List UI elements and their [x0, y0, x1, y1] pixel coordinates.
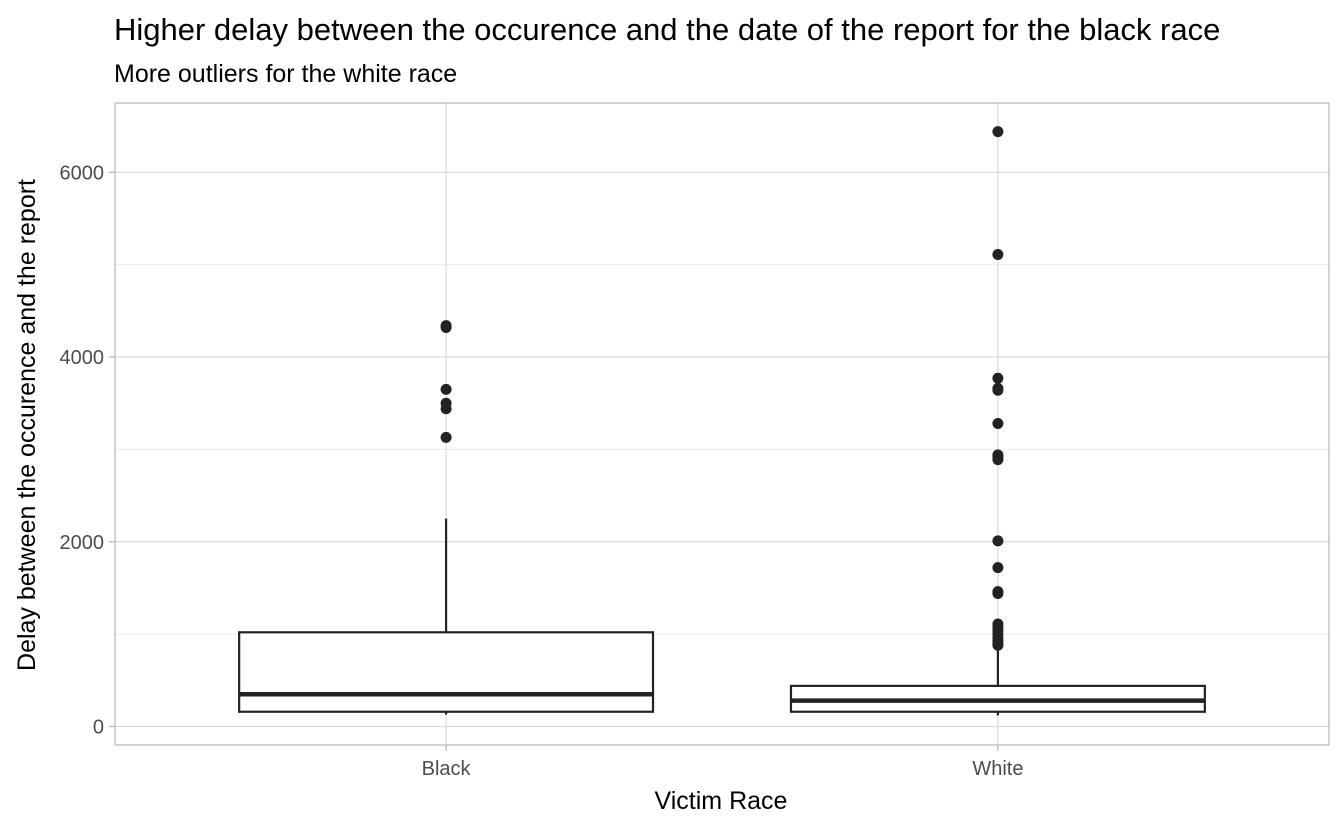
outlier-point [992, 586, 1004, 598]
box-black [238, 518, 655, 715]
outlier-point [440, 397, 452, 409]
box-white [789, 647, 1206, 716]
chart-title: Higher delay between the occurence and t… [114, 12, 1220, 47]
grid-lines [115, 103, 1329, 745]
outlier-point [992, 126, 1004, 138]
y-tick-label: 6000 [60, 162, 105, 184]
y-tick-label: 2000 [60, 532, 105, 554]
outlier-point [992, 418, 1004, 430]
iqr-box [238, 631, 655, 713]
outlier-point [992, 382, 1004, 394]
panel-border [114, 102, 1330, 746]
x-axis-ticks: Black White [422, 745, 1023, 780]
outlier-point [992, 562, 1004, 574]
x-tick-label: White [972, 758, 1023, 780]
outlier-point [992, 372, 1004, 384]
chart-subtitle: More outliers for the white race [114, 60, 457, 88]
y-tick-label: 0 [93, 717, 104, 739]
outlier-point [440, 431, 452, 443]
boxes [238, 518, 1206, 716]
y-axis-label: Delay between the occurence and the repo… [13, 179, 41, 671]
outlier-point [992, 535, 1004, 547]
outlier-point [440, 383, 452, 395]
outliers [440, 126, 1004, 651]
outlier-point [992, 248, 1004, 260]
y-tick-label: 4000 [60, 347, 105, 369]
outlier-point [992, 618, 1004, 630]
x-tick-label: Black [422, 758, 472, 780]
outlier-point [440, 320, 452, 332]
x-axis-label: Victim Race [655, 787, 788, 815]
y-axis-ticks: 0 2000 4000 6000 [60, 162, 115, 739]
outlier-point [992, 449, 1004, 461]
